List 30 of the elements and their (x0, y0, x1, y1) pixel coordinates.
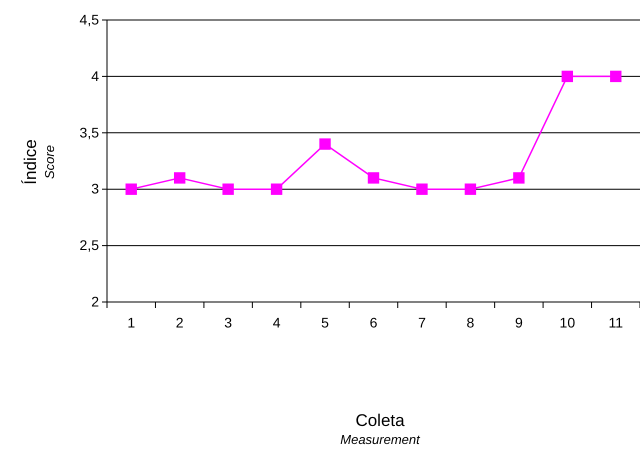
y-tick-label: 2 (91, 293, 100, 310)
y-tick-label: 4,5 (80, 11, 100, 28)
x-tick-label: 9 (514, 314, 523, 330)
y-axis-title: Índice Score (21, 139, 57, 185)
point (513, 172, 525, 184)
x-axis-title: Coleta Measurement (340, 411, 422, 447)
x-tick-label: 7 (418, 314, 426, 330)
point (562, 70, 574, 82)
point (222, 184, 234, 195)
point (174, 172, 186, 184)
point (126, 184, 137, 195)
x-tick-label: 1 (127, 314, 136, 330)
x-tick-label: 2 (176, 314, 184, 330)
x-tick-label: 3 (224, 314, 232, 330)
x-tick-label: 11 (608, 314, 624, 330)
point (464, 184, 476, 195)
y-tick-label: 2,5 (80, 237, 100, 254)
y-tick-label: 4 (91, 68, 100, 84)
point (270, 184, 282, 195)
x-tick-label: 4 (272, 314, 281, 330)
x-tick-label: 8 (466, 314, 475, 330)
point (416, 184, 428, 195)
y-tick-label: 3,5 (80, 124, 100, 140)
point (368, 172, 380, 184)
y-tick-label: 3 (91, 180, 100, 197)
x-tick-label: 5 (321, 314, 330, 330)
x-tick-label: 6 (370, 314, 378, 330)
point (319, 138, 331, 150)
x-tick-label: 10 (560, 314, 576, 330)
point (610, 70, 622, 82)
